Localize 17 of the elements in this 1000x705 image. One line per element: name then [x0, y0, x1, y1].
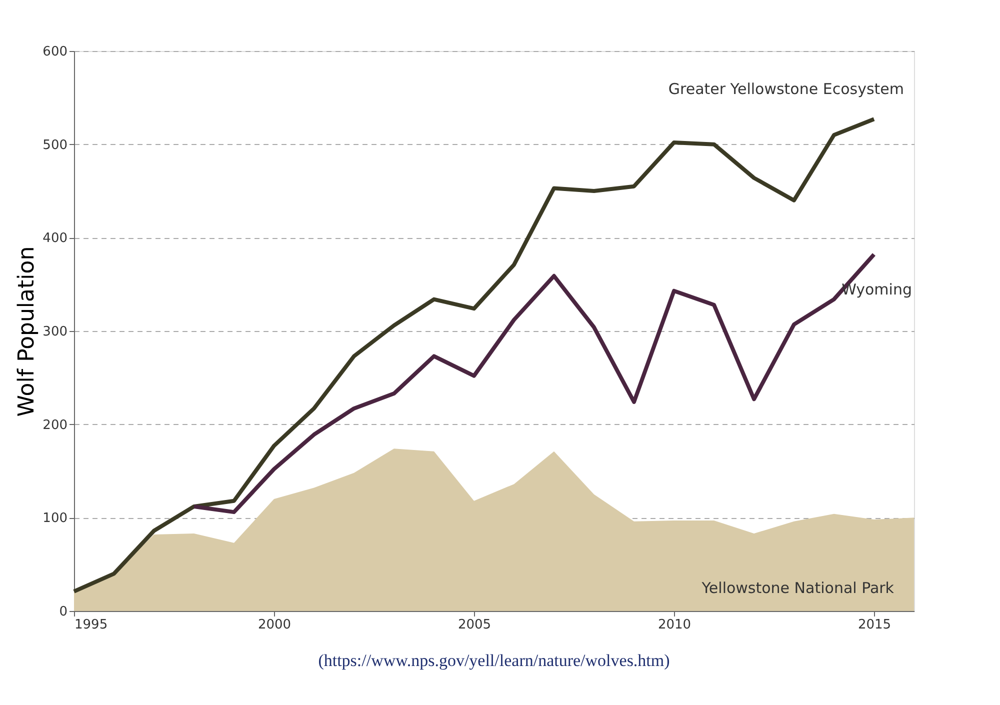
text: (https://www.nps.gov/yell/learn/nature/wolves.htm) — [318, 651, 670, 670]
x-tick-label: 2000 — [258, 618, 292, 632]
y-tick-label: 0 — [59, 604, 68, 620]
y-axis-title: Wolf Population — [14, 246, 40, 417]
series-label: Yellowstone National Park — [700, 579, 894, 597]
y-tick-label: 600 — [42, 44, 68, 60]
series-label: Wyoming — [842, 280, 912, 298]
y-tick-label: 100 — [42, 511, 68, 526]
y-tick-label: 500 — [42, 138, 68, 153]
text: Greater Yellowstone Ecosystem — [668, 80, 904, 98]
y-tick-label: 200 — [42, 418, 68, 433]
x-tick-label: 1995 — [74, 618, 108, 632]
y-tick-label: 400 — [42, 231, 68, 246]
x-tick-label: 2005 — [458, 618, 492, 632]
x-tick-label: 2010 — [658, 618, 692, 632]
x-tick-label: 2015 — [858, 618, 892, 632]
y-tick-label: 300 — [42, 324, 68, 340]
